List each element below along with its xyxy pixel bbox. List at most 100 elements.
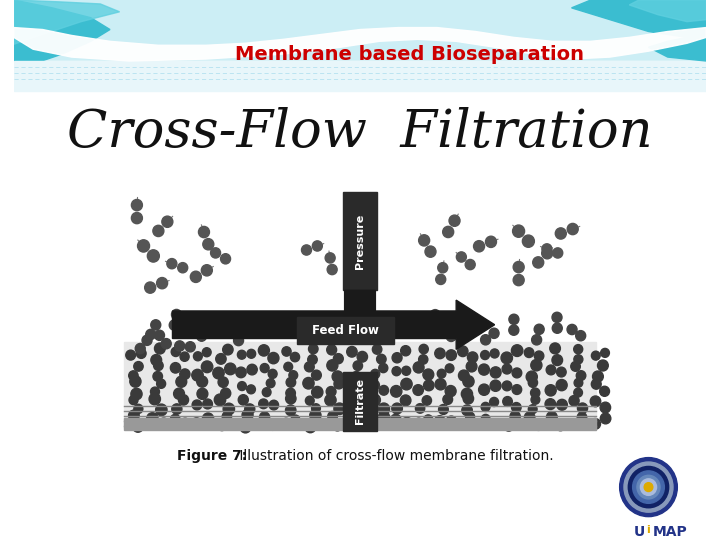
Circle shape	[132, 199, 143, 211]
Circle shape	[378, 403, 390, 415]
Circle shape	[169, 320, 179, 330]
Circle shape	[379, 363, 388, 373]
Circle shape	[351, 372, 361, 381]
Circle shape	[400, 395, 411, 406]
Circle shape	[312, 387, 323, 398]
Circle shape	[203, 239, 214, 250]
Circle shape	[171, 309, 181, 320]
Circle shape	[546, 411, 557, 423]
Circle shape	[570, 420, 580, 430]
Circle shape	[423, 380, 434, 391]
Circle shape	[567, 325, 577, 335]
Circle shape	[197, 388, 208, 400]
Circle shape	[325, 253, 335, 263]
Circle shape	[511, 402, 521, 413]
Circle shape	[534, 324, 544, 334]
Circle shape	[502, 381, 512, 391]
Circle shape	[577, 413, 587, 422]
Circle shape	[134, 404, 143, 414]
Circle shape	[266, 379, 275, 388]
Circle shape	[468, 316, 477, 327]
Bar	[14, 0, 706, 103]
Circle shape	[467, 352, 478, 362]
Circle shape	[418, 235, 430, 246]
Circle shape	[481, 414, 490, 423]
Circle shape	[502, 364, 512, 374]
Circle shape	[333, 354, 343, 364]
Circle shape	[590, 418, 600, 429]
Circle shape	[443, 395, 453, 404]
Text: Membrane based Bioseparation: Membrane based Bioseparation	[235, 45, 584, 64]
Circle shape	[180, 418, 190, 428]
Circle shape	[435, 416, 445, 426]
Circle shape	[569, 395, 579, 406]
Circle shape	[600, 413, 611, 424]
Polygon shape	[649, 35, 706, 61]
Circle shape	[438, 262, 448, 273]
Circle shape	[490, 397, 498, 407]
Circle shape	[392, 403, 402, 414]
Bar	[14, 61, 706, 91]
Circle shape	[202, 361, 213, 373]
Circle shape	[479, 364, 490, 375]
Text: Illustration of cross-flow membrane filtration.: Illustration of cross-flow membrane filt…	[235, 449, 554, 463]
Circle shape	[260, 363, 269, 373]
Circle shape	[286, 388, 295, 398]
Circle shape	[202, 348, 211, 357]
Circle shape	[156, 278, 168, 289]
Circle shape	[541, 248, 553, 259]
Circle shape	[202, 265, 212, 276]
Circle shape	[309, 344, 318, 354]
Circle shape	[392, 353, 402, 363]
Circle shape	[220, 388, 230, 399]
Circle shape	[449, 215, 460, 226]
Circle shape	[524, 348, 534, 357]
Circle shape	[333, 421, 342, 431]
Circle shape	[437, 369, 446, 378]
Circle shape	[216, 354, 226, 364]
Circle shape	[423, 415, 433, 424]
Circle shape	[369, 394, 380, 406]
Circle shape	[443, 226, 454, 238]
Circle shape	[158, 418, 169, 430]
Circle shape	[490, 349, 499, 358]
Circle shape	[233, 335, 243, 346]
Circle shape	[269, 400, 279, 410]
Circle shape	[392, 367, 401, 376]
Circle shape	[467, 361, 477, 372]
Circle shape	[474, 241, 485, 252]
Circle shape	[513, 261, 524, 273]
Circle shape	[557, 399, 567, 410]
Circle shape	[217, 421, 227, 430]
Circle shape	[289, 371, 297, 380]
Circle shape	[282, 347, 291, 356]
Circle shape	[240, 422, 251, 433]
Circle shape	[463, 376, 474, 387]
Circle shape	[598, 360, 608, 371]
Circle shape	[513, 274, 524, 286]
Circle shape	[134, 362, 143, 371]
Circle shape	[238, 350, 246, 359]
Circle shape	[327, 345, 337, 355]
Circle shape	[155, 343, 166, 354]
Circle shape	[352, 395, 361, 404]
FancyArrow shape	[173, 300, 495, 349]
Circle shape	[433, 320, 444, 330]
FancyArrow shape	[333, 291, 387, 335]
Text: Filtrate: Filtrate	[355, 379, 365, 424]
Circle shape	[222, 345, 233, 355]
Text: MAP: MAP	[652, 524, 687, 538]
Circle shape	[510, 411, 521, 422]
Circle shape	[637, 475, 660, 499]
Circle shape	[531, 335, 541, 345]
Circle shape	[307, 355, 318, 365]
Circle shape	[574, 388, 582, 397]
Circle shape	[213, 325, 223, 335]
Circle shape	[511, 345, 523, 356]
Circle shape	[590, 396, 600, 407]
Circle shape	[347, 347, 357, 357]
Circle shape	[620, 457, 678, 517]
Circle shape	[600, 348, 609, 357]
Circle shape	[571, 361, 580, 372]
Circle shape	[136, 348, 146, 359]
